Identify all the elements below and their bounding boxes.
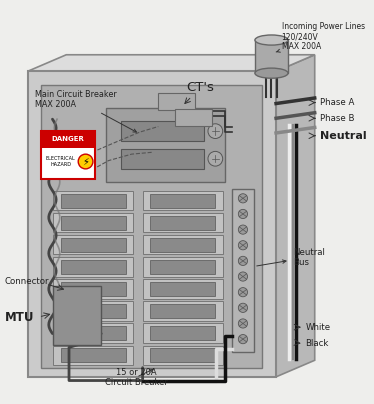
Polygon shape (158, 93, 195, 110)
Polygon shape (61, 282, 126, 296)
Text: 15 or 20A
Circuit Breaker: 15 or 20A Circuit Breaker (105, 368, 168, 387)
Polygon shape (42, 131, 95, 179)
Text: Connector: Connector (4, 277, 49, 286)
Polygon shape (122, 149, 204, 169)
Polygon shape (53, 286, 101, 345)
Polygon shape (28, 72, 276, 377)
Text: Black: Black (306, 339, 329, 348)
Circle shape (238, 288, 248, 297)
Polygon shape (255, 40, 288, 73)
Polygon shape (142, 301, 223, 321)
Polygon shape (150, 282, 215, 296)
Polygon shape (61, 260, 126, 274)
Polygon shape (150, 348, 215, 362)
Polygon shape (150, 260, 215, 274)
Circle shape (238, 194, 248, 203)
Polygon shape (142, 345, 223, 365)
Polygon shape (53, 235, 134, 255)
Polygon shape (150, 304, 215, 318)
Ellipse shape (255, 35, 288, 45)
Polygon shape (142, 257, 223, 277)
Polygon shape (53, 301, 134, 321)
Circle shape (238, 303, 248, 312)
Text: CT's: CT's (185, 80, 215, 103)
Polygon shape (53, 191, 134, 210)
Circle shape (238, 209, 248, 219)
Circle shape (238, 241, 248, 250)
Polygon shape (175, 109, 212, 126)
Polygon shape (150, 216, 215, 229)
Polygon shape (53, 345, 134, 365)
Polygon shape (53, 213, 134, 232)
Circle shape (238, 272, 248, 281)
Polygon shape (61, 326, 126, 340)
Text: Main Circuit Breaker
MAX 200A: Main Circuit Breaker MAX 200A (35, 90, 137, 132)
Text: DANGER: DANGER (52, 137, 85, 143)
Circle shape (238, 225, 248, 234)
Polygon shape (61, 194, 126, 208)
Circle shape (208, 124, 223, 139)
Text: MTU: MTU (4, 311, 34, 324)
Text: ⚡: ⚡ (82, 156, 89, 166)
Polygon shape (142, 279, 223, 299)
Polygon shape (150, 238, 215, 252)
Text: Neutral: Neutral (320, 131, 367, 141)
Polygon shape (150, 194, 215, 208)
Circle shape (238, 335, 248, 344)
Polygon shape (53, 279, 134, 299)
Polygon shape (122, 121, 204, 141)
Polygon shape (42, 131, 95, 148)
Polygon shape (142, 191, 223, 210)
Polygon shape (232, 189, 254, 352)
Text: Neutral
Bus: Neutral Bus (257, 248, 325, 267)
Circle shape (238, 256, 248, 265)
Polygon shape (276, 55, 315, 377)
Polygon shape (61, 216, 126, 229)
Ellipse shape (255, 68, 288, 78)
Circle shape (78, 154, 93, 169)
Text: Incoming Power Lines
120/240V
MAX 200A: Incoming Power Lines 120/240V MAX 200A (276, 22, 365, 52)
Polygon shape (28, 55, 315, 72)
Polygon shape (142, 324, 223, 343)
Circle shape (208, 152, 223, 166)
Text: Phase A: Phase A (320, 98, 355, 107)
Polygon shape (150, 326, 215, 340)
Polygon shape (61, 348, 126, 362)
Polygon shape (53, 257, 134, 277)
Polygon shape (106, 108, 226, 182)
Polygon shape (142, 213, 223, 232)
Text: ELECTRICAL
HAZARD: ELECTRICAL HAZARD (46, 156, 76, 167)
Polygon shape (42, 85, 262, 368)
Text: White: White (306, 323, 331, 332)
Polygon shape (53, 324, 134, 343)
Polygon shape (142, 235, 223, 255)
Polygon shape (61, 238, 126, 252)
Circle shape (238, 319, 248, 328)
Text: Phase B: Phase B (320, 114, 355, 123)
Polygon shape (61, 304, 126, 318)
